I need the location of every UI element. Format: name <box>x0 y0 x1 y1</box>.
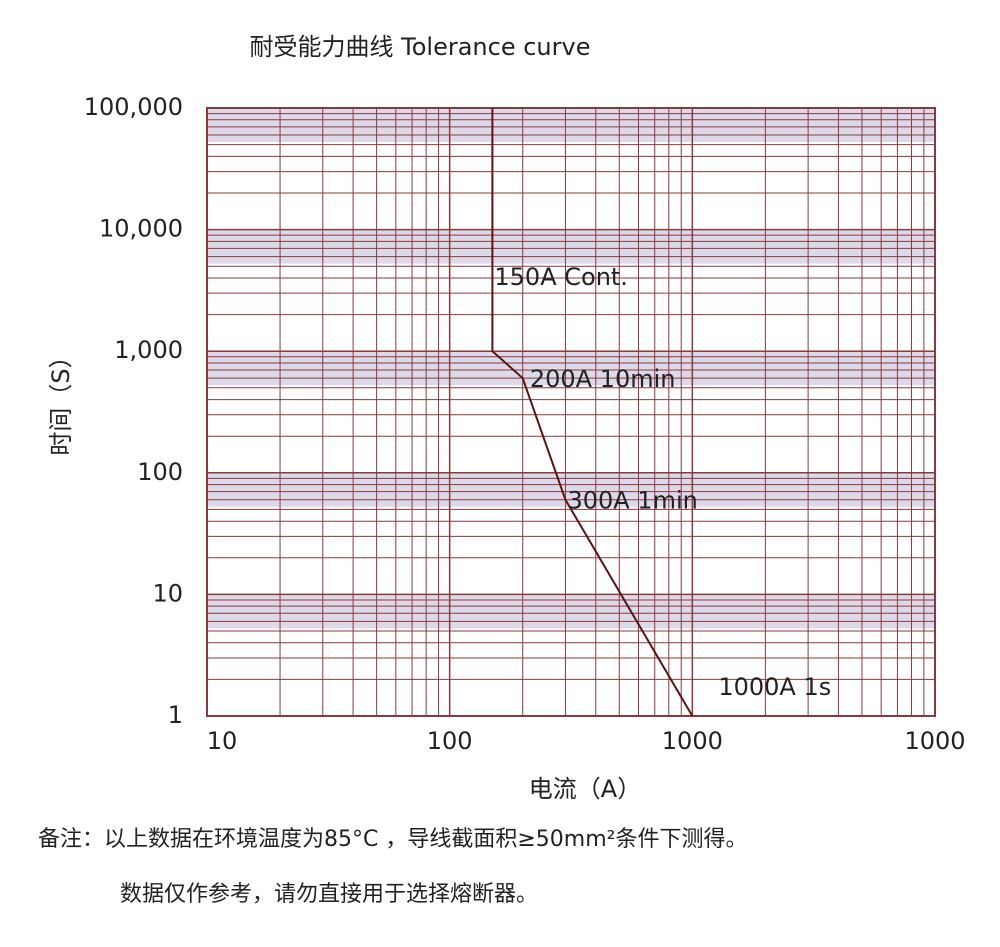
annotation: 150A Cont. <box>494 263 628 291</box>
annotation: 300A 1min <box>567 487 697 515</box>
y-tick-label: 1,000 <box>114 336 183 364</box>
annotation: 200A 10min <box>530 365 676 393</box>
y-tick-label: 100 <box>137 458 183 486</box>
x-tick-label: 1000 <box>662 727 723 755</box>
y-tick-label: 1 <box>168 701 183 729</box>
y-tick-label: 10,000 <box>99 215 183 243</box>
chart-title: 耐受能力曲线 Tolerance curve <box>250 33 591 61</box>
y-tick-label: 10 <box>152 579 183 607</box>
y-tick-label: 100,000 <box>84 93 183 121</box>
x-tick-label: 100 <box>427 727 473 755</box>
x-tick-label: 1000 <box>904 727 965 755</box>
x-tick-label: 10 <box>207 727 238 755</box>
note: 备注：以上数据在环境温度为85°C ，导线截面积≥50mm²条件下测得。 <box>38 827 747 852</box>
note: 数据仅作参考，请勿直接用于选择熔断器。 <box>120 882 538 907</box>
annotation: 1000A 1s <box>718 673 831 701</box>
x-axis-label: 电流（A） <box>529 775 641 803</box>
plot-frame <box>206 107 936 717</box>
y-axis-label: 时间（S） <box>47 344 75 455</box>
line <box>491 108 694 717</box>
